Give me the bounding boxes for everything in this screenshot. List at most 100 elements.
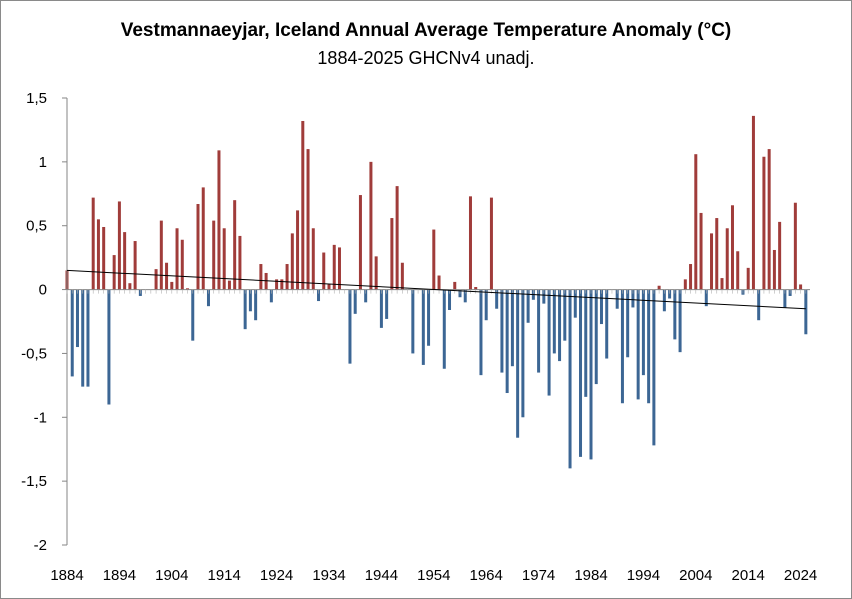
bar-2020 — [778, 221, 782, 290]
y-tick-label: -2 — [34, 537, 47, 554]
bar-1940 — [358, 195, 362, 290]
x-tick-label: 2004 — [679, 567, 712, 584]
bar-1914 — [222, 228, 226, 290]
bar-2002 — [683, 279, 687, 290]
bar-2015 — [751, 115, 755, 290]
bar-2017 — [762, 156, 766, 290]
bar-1925 — [280, 279, 284, 290]
bar-1932 — [317, 289, 321, 302]
bar-2006 — [704, 289, 708, 307]
bar-2001 — [678, 289, 682, 353]
bar-1993 — [636, 289, 640, 400]
bar-1977 — [552, 289, 556, 354]
bar-1965 — [489, 197, 493, 290]
bar-1938 — [348, 289, 352, 364]
x-tick-label: 1894 — [103, 567, 136, 584]
bar-1983 — [584, 289, 588, 397]
bar-2005 — [699, 212, 703, 290]
trend-line — [66, 269, 806, 310]
x-tick-label: 2024 — [784, 567, 817, 584]
bar-1976 — [547, 289, 551, 396]
bar-1954 — [432, 229, 436, 290]
bar-1948 — [400, 262, 404, 290]
bar-1933 — [322, 252, 326, 290]
y-tick-label: 1 — [39, 154, 47, 171]
bar-1969 — [510, 289, 514, 367]
x-tick-label: 1954 — [417, 567, 450, 584]
bar-1957 — [448, 289, 452, 310]
bar-1967 — [500, 289, 504, 373]
bar-1998 — [662, 289, 666, 312]
bar-1942 — [369, 161, 373, 290]
bar-1901 — [154, 269, 158, 290]
bar-1895 — [123, 232, 127, 290]
bar-1896 — [128, 283, 132, 290]
bar-1966 — [495, 289, 499, 309]
bar-1958 — [453, 281, 457, 290]
bar-1986 — [599, 289, 603, 325]
bar-2021 — [783, 289, 787, 308]
x-tick-label: 1974 — [522, 567, 555, 584]
bar-1934 — [327, 284, 331, 290]
y-tick-label: -0,5 — [21, 345, 47, 362]
bar-1990 — [620, 289, 624, 404]
bar-2003 — [689, 264, 693, 290]
bar-1892 — [107, 289, 111, 405]
bar-1887 — [81, 289, 85, 387]
x-tick-label: 1964 — [470, 567, 503, 584]
bar-1943 — [374, 256, 378, 290]
x-tick-label: 1924 — [260, 567, 293, 584]
x-tick-label: 1934 — [312, 567, 345, 584]
bar-1911 — [206, 289, 210, 307]
bar-1908 — [191, 289, 195, 341]
bar-1907 — [186, 288, 190, 290]
bar-2018 — [767, 149, 771, 290]
trend-group — [66, 269, 806, 310]
bar-1991 — [626, 289, 630, 358]
bar-1982 — [579, 289, 583, 457]
bar-1950 — [411, 289, 415, 354]
bar-1910 — [201, 187, 205, 290]
bar-1926 — [285, 264, 289, 290]
bar-1941 — [364, 289, 368, 303]
x-tick-label: 1884 — [50, 567, 83, 584]
bar-1997 — [657, 285, 661, 290]
x-tick-label: 1944 — [365, 567, 398, 584]
bar-1981 — [573, 289, 577, 318]
bar-1945 — [385, 289, 389, 319]
bar-1904 — [170, 281, 174, 290]
bar-1962 — [474, 287, 478, 290]
bar-1893 — [112, 255, 116, 290]
bar-1891 — [102, 226, 106, 290]
bar-1924 — [275, 279, 279, 290]
bar-2007 — [710, 233, 714, 290]
bar-1974 — [537, 289, 541, 373]
y-tick-label: 0 — [39, 282, 47, 299]
bar-1956 — [442, 289, 446, 369]
bar-1916 — [233, 200, 237, 290]
bar-2010 — [725, 228, 729, 290]
bar-1960 — [463, 289, 467, 303]
bar-1912 — [212, 220, 216, 290]
bar-1961 — [468, 196, 472, 290]
bar-1929 — [301, 120, 305, 290]
bar-1952 — [421, 289, 425, 365]
bar-1994 — [641, 289, 645, 376]
chart-subtitle: 1884-2025 GHCNv4 unadj. — [317, 48, 535, 68]
bar-2009 — [720, 278, 724, 290]
bar-1921 — [259, 264, 263, 290]
bar-1987 — [605, 289, 609, 359]
bar-1905 — [175, 228, 179, 290]
bar-1975 — [542, 289, 546, 304]
bar-1995 — [647, 289, 651, 404]
bar-1897 — [133, 241, 137, 290]
bar-1903 — [165, 262, 169, 290]
bar-1894 — [117, 201, 121, 290]
bar-1902 — [159, 220, 163, 290]
bar-1922 — [264, 272, 268, 290]
y-tick-label: 1,5 — [26, 90, 47, 107]
bar-1919 — [248, 289, 252, 312]
bar-1906 — [180, 239, 184, 290]
bar-2000 — [673, 289, 677, 340]
bar-1928 — [296, 210, 300, 290]
